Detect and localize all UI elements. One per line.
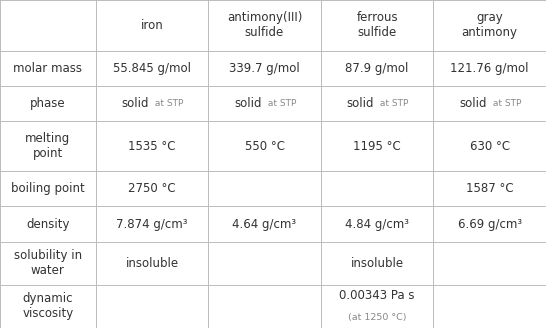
Text: 7.874 g/cm³: 7.874 g/cm³ [116, 217, 188, 231]
Text: 6.69 g/cm³: 6.69 g/cm³ [458, 217, 522, 231]
Text: solubility in
water: solubility in water [14, 249, 82, 277]
Text: 87.9 g/mol: 87.9 g/mol [346, 62, 409, 74]
Text: at STP: at STP [264, 99, 296, 108]
Text: iron: iron [140, 19, 163, 32]
Text: boiling point: boiling point [11, 182, 85, 195]
Text: 550 °C: 550 °C [245, 139, 284, 153]
Text: solid: solid [347, 97, 375, 110]
Text: antimony(III)
sulfide: antimony(III) sulfide [227, 11, 302, 39]
Text: (at 1250 °C): (at 1250 °C) [348, 313, 406, 322]
Text: ferrous
sulfide: ferrous sulfide [357, 11, 398, 39]
Text: 1587 °C: 1587 °C [466, 182, 514, 195]
Text: phase: phase [30, 97, 66, 110]
Text: solid: solid [234, 97, 262, 110]
Text: 55.845 g/mol: 55.845 g/mol [113, 62, 191, 74]
Text: solid: solid [122, 97, 149, 110]
Text: insoluble: insoluble [126, 257, 179, 270]
Text: molar mass: molar mass [13, 62, 82, 74]
Text: insoluble: insoluble [351, 257, 403, 270]
Text: gray
antimony: gray antimony [462, 11, 518, 39]
Text: 1535 °C: 1535 °C [128, 139, 176, 153]
Text: at STP: at STP [152, 99, 183, 108]
Text: 4.84 g/cm³: 4.84 g/cm³ [345, 217, 409, 231]
Text: dynamic
viscosity: dynamic viscosity [22, 292, 74, 320]
Text: 2750 °C: 2750 °C [128, 182, 176, 195]
Text: at STP: at STP [377, 99, 408, 108]
Text: 4.64 g/cm³: 4.64 g/cm³ [233, 217, 296, 231]
Text: melting
point: melting point [25, 132, 70, 160]
Text: 0.00343 Pa s: 0.00343 Pa s [340, 289, 415, 302]
Text: 1195 °C: 1195 °C [353, 139, 401, 153]
Text: 339.7 g/mol: 339.7 g/mol [229, 62, 300, 74]
Text: 121.76 g/mol: 121.76 g/mol [450, 62, 529, 74]
Text: solid: solid [460, 97, 487, 110]
Text: density: density [26, 217, 69, 231]
Text: at STP: at STP [490, 99, 521, 108]
Text: 630 °C: 630 °C [470, 139, 510, 153]
